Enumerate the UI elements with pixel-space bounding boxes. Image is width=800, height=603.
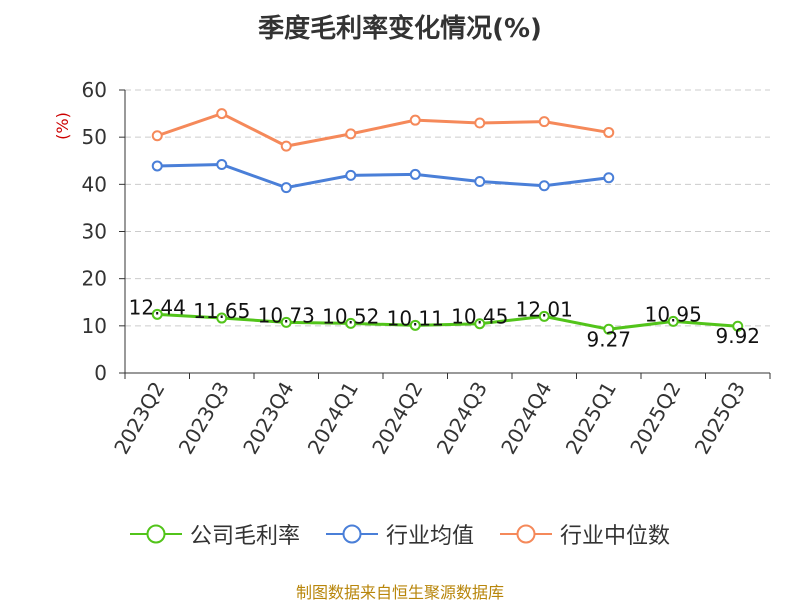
data-point [151,160,163,172]
data-point [345,169,357,181]
data-point [216,108,228,120]
data-label: 11.65 [193,299,250,323]
legend-label: 行业中位数 [560,524,671,549]
x-tick-label: 2025Q3 [690,378,750,459]
data-point [151,308,163,320]
x-tick-label: 2025Q1 [561,378,621,459]
x-tick-label: 2023Q3 [174,378,234,459]
data-point [538,180,550,192]
data-point [667,315,679,327]
legend-label: 行业均值 [385,524,474,549]
data-point [538,116,550,128]
data-point [280,182,292,194]
y-tick-label: 10 [82,314,107,338]
x-tick-label: 2024Q3 [432,378,492,459]
data-point [409,319,421,331]
data-point [151,130,163,142]
y-tick-label: 60 [82,78,107,102]
x-tick-label: 2023Q2 [109,378,169,459]
data-point [603,172,615,184]
data-point [280,140,292,152]
data-label: 12.01 [516,297,573,321]
data-point [474,117,486,129]
data-point [474,318,486,330]
x-tick-label: 2023Q4 [238,378,298,459]
data-point [216,312,228,324]
source-note: 制图数据来自恒生聚源数据库 [295,583,504,602]
legend-item[interactable]: 行业中位数 [500,518,670,550]
data-label: 9.27 [586,327,631,351]
data-point [732,320,744,332]
data-point [216,159,228,171]
data-point [280,316,292,328]
legend-swatch-icon [500,524,552,544]
series-line [157,163,609,190]
x-tick-label: 2025Q2 [625,378,685,459]
data-point [409,168,421,180]
data-label: 10.52 [322,304,379,328]
data-label: 10.73 [258,303,315,327]
legend-item[interactable]: 行业均值 [325,518,474,550]
data-label: 10.45 [451,305,508,329]
legend-label: 公司毛利率 [189,524,300,549]
data-label: 10.95 [645,302,702,326]
data-point [603,126,615,138]
legend-swatch-icon [325,524,378,544]
data-point [345,128,357,140]
y-tick-label: 30 [82,220,107,244]
legend: 公司毛利率 行业均值 行业中位数 [0,518,800,550]
series-lines [151,108,744,335]
data-label: 10.11 [387,306,444,330]
data-point [409,114,421,126]
data-labels: 12.44 11.65 10.73 10.52 10.11 10.45 12.01 9.27 1… [129,295,760,351]
x-tick-label: 2024Q2 [367,378,427,459]
data-label: 9.92 [715,324,760,348]
data-point [603,323,615,335]
x-tick-label: 2024Q4 [496,378,556,459]
y-tick-label: 50 [82,125,107,149]
y-axis-label: (%) [53,112,72,140]
y-tick-label: 0 [94,361,107,385]
series-line [157,312,738,331]
grid-lines [125,89,770,327]
data-point [345,317,357,329]
chart-title: 季度毛利率变化情况(%) [258,14,542,44]
legend-swatch-icon [129,524,182,544]
data-label: 12.44 [129,295,186,319]
series-line [156,111,609,148]
data-point [538,310,550,322]
data-point [474,176,486,188]
y-tick-label: 40 [82,172,107,196]
y-tick-label: 20 [82,267,107,291]
legend-item[interactable]: 公司毛利率 [129,518,300,550]
x-tick-label: 2024Q1 [303,378,363,459]
